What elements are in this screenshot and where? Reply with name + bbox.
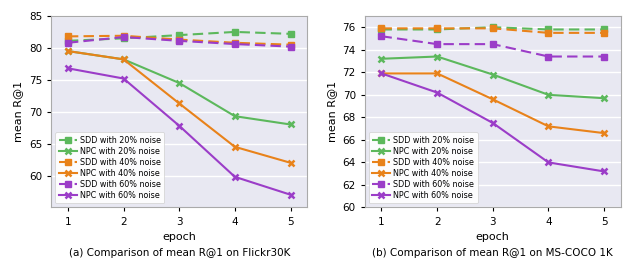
NPC with 60% noise	[287, 193, 294, 196]
Line: NPC with 40% noise: NPC with 40% noise	[65, 48, 294, 166]
Line: SDD with 60% noise: SDD with 60% noise	[65, 34, 294, 50]
NPC with 40% noise	[378, 72, 385, 75]
SDD with 60% noise	[489, 43, 497, 46]
SDD with 20% noise	[120, 37, 127, 40]
SDD with 20% noise	[489, 26, 497, 29]
X-axis label: epoch: epoch	[476, 232, 509, 242]
Line: SDD with 60% noise: SDD with 60% noise	[378, 33, 607, 60]
Y-axis label: mean R@1: mean R@1	[13, 81, 24, 142]
Line: NPC with 60% noise: NPC with 60% noise	[378, 70, 607, 174]
SDD with 60% noise	[231, 43, 239, 46]
NPC with 60% noise	[433, 91, 441, 94]
SDD with 20% noise	[231, 30, 239, 34]
NPC with 20% noise	[175, 81, 183, 85]
SDD with 60% noise	[287, 45, 294, 48]
SDD with 60% noise	[545, 55, 552, 58]
NPC with 60% noise	[175, 124, 183, 127]
NPC with 40% noise	[120, 58, 127, 61]
NPC with 40% noise	[600, 131, 608, 135]
Line: SDD with 20% noise: SDD with 20% noise	[378, 24, 607, 33]
NPC with 40% noise	[64, 49, 72, 53]
SDD with 40% noise	[120, 34, 127, 37]
NPC with 20% noise	[600, 97, 608, 100]
X-axis label: epoch: epoch	[163, 232, 196, 242]
SDD with 40% noise	[64, 35, 72, 38]
SDD with 40% noise	[545, 31, 552, 35]
NPC with 60% noise	[545, 161, 552, 164]
Line: SDD with 40% noise: SDD with 40% noise	[378, 25, 607, 36]
NPC with 40% noise	[287, 161, 294, 164]
SDD with 40% noise	[175, 38, 183, 41]
SDD with 60% noise	[378, 35, 385, 38]
Text: (b) Comparison of mean R@1 on MS-COCO 1K: (b) Comparison of mean R@1 on MS-COCO 1K	[372, 248, 613, 258]
SDD with 60% noise	[433, 43, 441, 46]
NPC with 60% noise	[120, 77, 127, 80]
NPC with 20% noise	[489, 73, 497, 76]
NPC with 60% noise	[489, 121, 497, 124]
Line: NPC with 20% noise: NPC with 20% noise	[65, 48, 294, 128]
SDD with 20% noise	[64, 39, 72, 43]
SDD with 40% noise	[433, 27, 441, 30]
NPC with 60% noise	[378, 72, 385, 75]
Line: NPC with 60% noise: NPC with 60% noise	[65, 65, 294, 198]
Y-axis label: mean R@1: mean R@1	[327, 81, 337, 142]
Line: SDD with 20% noise: SDD with 20% noise	[65, 29, 294, 44]
SDD with 40% noise	[378, 27, 385, 30]
Line: NPC with 20% noise: NPC with 20% noise	[378, 53, 607, 101]
NPC with 60% noise	[231, 175, 239, 178]
NPC with 20% noise	[287, 123, 294, 126]
Legend: SDD with 20% noise, NPC with 20% noise, SDD with 40% noise, NPC with 40% noise, : SDD with 20% noise, NPC with 20% noise, …	[369, 132, 478, 203]
Legend: SDD with 20% noise, NPC with 20% noise, SDD with 40% noise, NPC with 40% noise, : SDD with 20% noise, NPC with 20% noise, …	[55, 132, 164, 203]
NPC with 20% noise	[433, 55, 441, 58]
NPC with 40% noise	[489, 98, 497, 101]
SDD with 40% noise	[600, 31, 608, 35]
NPC with 20% noise	[120, 58, 127, 61]
SDD with 60% noise	[64, 41, 72, 44]
NPC with 20% noise	[231, 115, 239, 118]
SDD with 40% noise	[231, 41, 239, 44]
NPC with 40% noise	[433, 72, 441, 75]
NPC with 20% noise	[64, 49, 72, 53]
Line: SDD with 40% noise: SDD with 40% noise	[65, 33, 294, 48]
NPC with 60% noise	[600, 170, 608, 173]
SDD with 60% noise	[175, 39, 183, 43]
NPC with 40% noise	[175, 102, 183, 105]
NPC with 40% noise	[231, 145, 239, 148]
Text: (a) Comparison of mean R@1 on Flickr30K: (a) Comparison of mean R@1 on Flickr30K	[68, 248, 290, 258]
SDD with 20% noise	[600, 28, 608, 31]
Line: NPC with 40% noise: NPC with 40% noise	[378, 70, 607, 136]
SDD with 20% noise	[175, 34, 183, 37]
SDD with 20% noise	[433, 28, 441, 31]
NPC with 20% noise	[378, 57, 385, 60]
SDD with 20% noise	[378, 28, 385, 31]
NPC with 60% noise	[64, 67, 72, 70]
SDD with 60% noise	[120, 35, 127, 39]
SDD with 40% noise	[287, 43, 294, 46]
SDD with 60% noise	[600, 55, 608, 58]
SDD with 40% noise	[489, 27, 497, 30]
SDD with 20% noise	[287, 32, 294, 35]
NPC with 20% noise	[545, 93, 552, 96]
NPC with 40% noise	[545, 125, 552, 128]
SDD with 20% noise	[545, 28, 552, 31]
